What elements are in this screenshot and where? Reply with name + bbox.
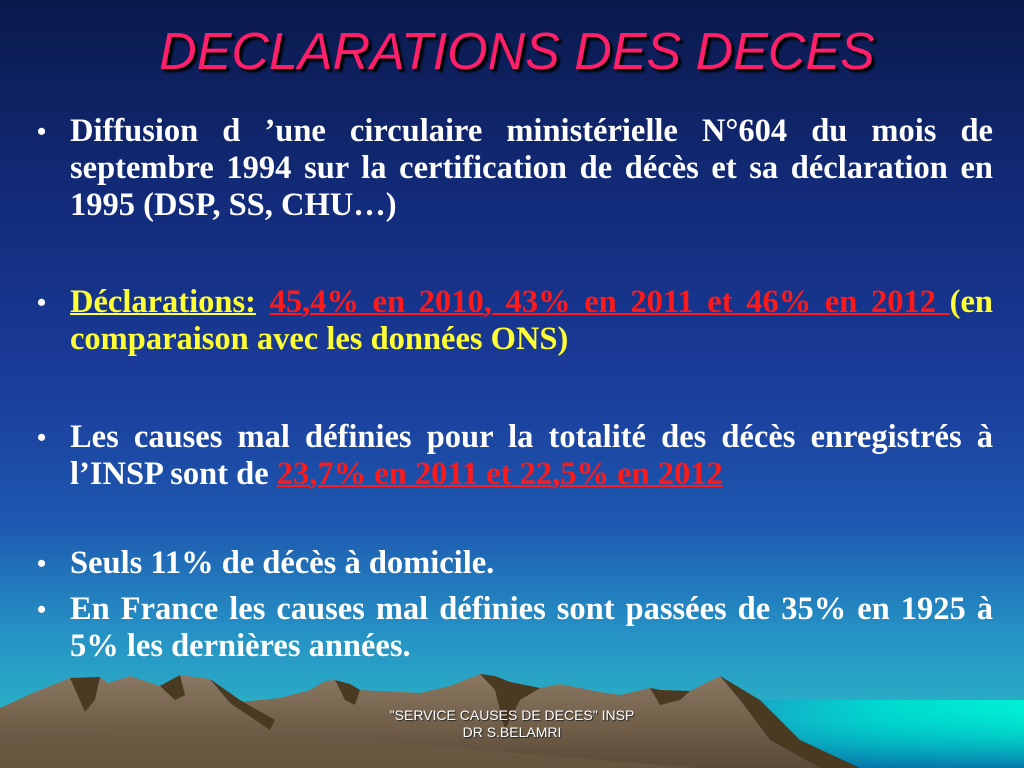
bullet-icon: • xyxy=(37,288,47,317)
declarations-percentages: 45,4% en 2010, 43% en 2011 et 46% en 201… xyxy=(269,284,950,320)
bullet-text: Les causes mal définies pour la totalité… xyxy=(70,419,993,492)
slide-title: DECLARATIONS DES DECES xyxy=(159,23,875,81)
footer-author: DR S.BELAMRI xyxy=(462,724,562,740)
bullet-declarations: • Déclarations: 45,4% en 2010, 43% en 20… xyxy=(37,284,993,358)
declarations-label: Déclarations: xyxy=(70,284,256,320)
bullet-text: Seuls 11% de décès à domicile. xyxy=(70,545,495,581)
footer-service: "SERVICE CAUSES DE DECES" INSP xyxy=(389,707,635,723)
bullet-circulaire: • Diffusion d ’une circulaire ministérie… xyxy=(37,113,993,224)
bullet-domicile: • Seuls 11% de décès à domicile. xyxy=(37,545,993,582)
bullet-icon: • xyxy=(37,595,47,624)
bullet-text: Diffusion d ’une circulaire ministériell… xyxy=(70,113,993,223)
bullet-icon: • xyxy=(37,549,47,578)
slide-footer: "SERVICE CAUSES DE DECES" INSP DR S.BELA… xyxy=(0,707,1024,741)
bullet-icon: • xyxy=(37,423,47,452)
bullet-causes-mal-definies: • Les causes mal définies pour la totali… xyxy=(37,419,993,493)
bullet-france: • En France les causes mal définies sont… xyxy=(37,591,993,665)
bullet-text: En France les causes mal définies sont p… xyxy=(70,591,993,664)
declarations-note: (en comparaison avec les données ONS) xyxy=(70,284,993,357)
causes-percentages: 23,7% en 2011 et 22,5% en 2012 xyxy=(276,456,723,492)
bullet-icon: • xyxy=(37,117,47,146)
